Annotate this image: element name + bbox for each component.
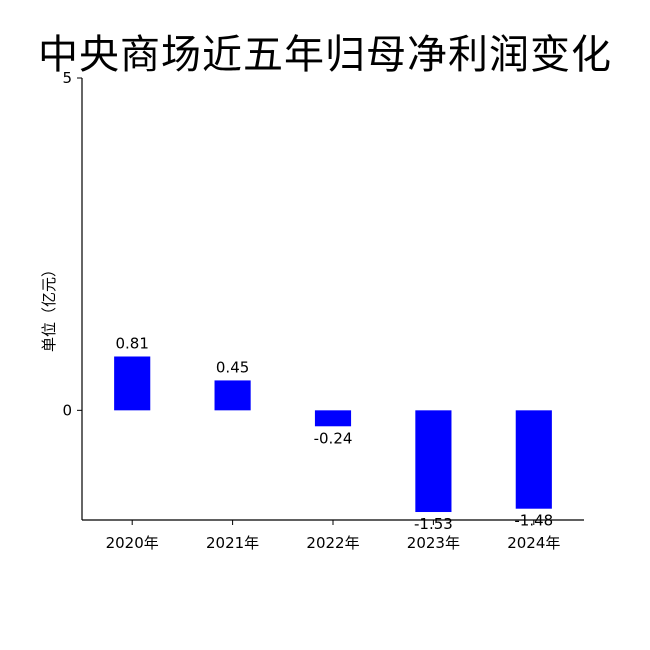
axes bbox=[81, 78, 584, 521]
bar bbox=[515, 410, 552, 509]
bars bbox=[114, 356, 552, 513]
x-tick-label: 2021年 bbox=[206, 534, 259, 552]
value-label: -0.24 bbox=[314, 429, 353, 447]
bar bbox=[314, 410, 352, 427]
x-tick-label: 2024年 bbox=[507, 534, 560, 552]
x-ticks: 2020年 2021年 2022年 2023年 2024年 bbox=[106, 520, 560, 552]
y-ticks: 05 bbox=[62, 69, 82, 419]
bar bbox=[214, 380, 251, 411]
y-tick-label: 5 bbox=[62, 69, 72, 87]
value-labels: 0.810.45-0.24-1.53 -1.48 bbox=[115, 334, 553, 533]
value-label: 0.81 bbox=[115, 334, 148, 352]
bar bbox=[114, 356, 151, 411]
y-axis-label: 单位（亿元） bbox=[40, 262, 58, 352]
x-tick-label: 2023年 bbox=[407, 534, 460, 552]
x-tick-label: 2022年 bbox=[306, 534, 359, 552]
bar bbox=[415, 410, 452, 513]
chart-title: 中央商场近五年归母净利润变化 bbox=[38, 32, 612, 78]
y-tick-label: 0 bbox=[62, 401, 72, 419]
value-label: 0.45 bbox=[216, 358, 249, 376]
x-tick-label: 2020年 bbox=[106, 534, 159, 552]
